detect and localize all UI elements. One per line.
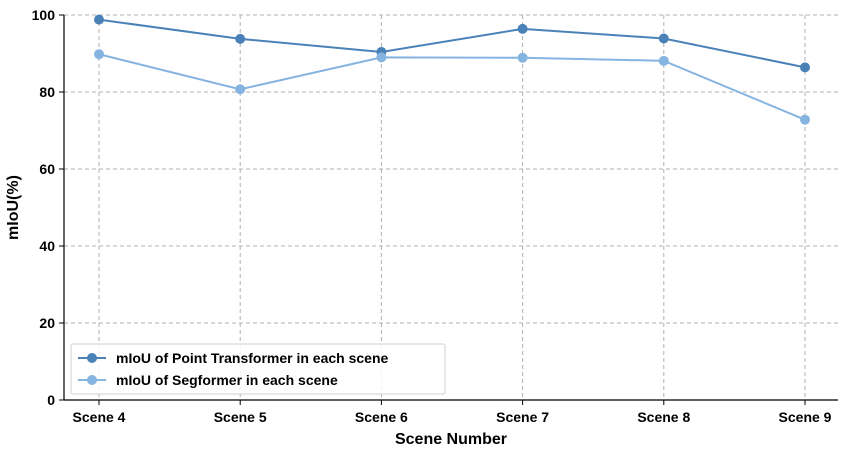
y-tick-label: 0 (47, 392, 55, 408)
legend-entry: mIoU of Segformer in each scene (78, 372, 338, 388)
data-point (800, 114, 810, 125)
x-tick-label: Scene 6 (355, 409, 408, 425)
legend-entries: mIoU of Point Transformer in each scene m… (78, 350, 389, 388)
legend-marker (87, 375, 97, 385)
x-tick-label: Scene 4 (73, 409, 126, 425)
axes (63, 15, 838, 401)
data-point (517, 23, 528, 34)
x-tick-label: Scene 8 (637, 409, 690, 425)
data-point (94, 14, 104, 25)
y-tick-label: 100 (32, 7, 56, 23)
data-point (235, 33, 246, 44)
y-tick-label: 40 (39, 238, 55, 254)
data-point (94, 49, 104, 60)
legend-label: mIoU of Point Transformer in each scene (116, 350, 389, 366)
x-ticks: Scene 4 Scene 5 Scene 6 Scene 7 Scene 8 Scene… (73, 400, 832, 425)
y-tick-label: 60 (39, 161, 55, 177)
x-axis-title: Scene Number (395, 431, 507, 448)
y-axis-title: mIoU(%) (5, 175, 22, 240)
data-point (658, 33, 669, 44)
grid (64, 14, 838, 400)
legend-marker (87, 353, 97, 363)
y-ticks: 0 20 40 60 80 100 (32, 7, 64, 408)
y-tick-label: 80 (39, 84, 55, 100)
series-1 (94, 14, 810, 73)
data-point (800, 62, 810, 73)
series-2 (94, 49, 810, 125)
series (94, 14, 810, 125)
y-tick-label: 20 (39, 315, 55, 331)
legend: mIoU of Point Transformer in each scene m… (70, 343, 446, 395)
data-point (658, 55, 669, 66)
legend-box (70, 343, 446, 395)
legend-label: mIoU of Segformer in each scene (116, 372, 338, 388)
x-tick-label: Scene 5 (214, 409, 267, 425)
data-point (235, 84, 246, 95)
x-tick-label: Scene 7 (496, 409, 549, 425)
data-point (517, 52, 528, 63)
data-point (376, 52, 387, 63)
x-tick-label: Scene 9 (779, 409, 832, 425)
series-line (98, 53, 806, 121)
legend-entry: mIoU of Point Transformer in each scene (78, 350, 389, 366)
series-line (98, 18, 806, 69)
